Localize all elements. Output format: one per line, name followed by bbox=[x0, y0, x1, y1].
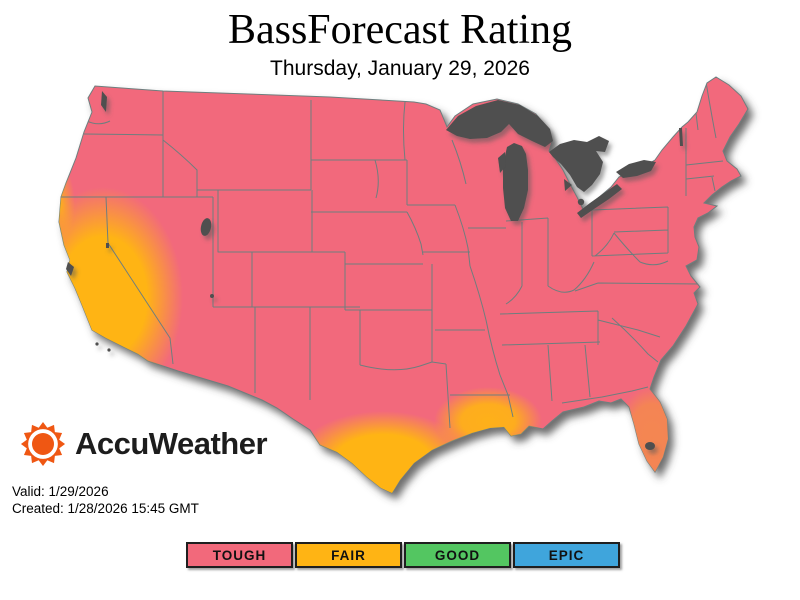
accuweather-logo-text: AccuWeather bbox=[75, 426, 268, 461]
lake-st-clair bbox=[577, 198, 585, 206]
lake-huron bbox=[549, 136, 609, 192]
great-salt-lake bbox=[200, 218, 212, 236]
legend-item-epic: EPIC bbox=[513, 542, 620, 568]
lake-erie bbox=[577, 184, 622, 218]
legend-label-fair: FAIR bbox=[331, 547, 366, 563]
lake-okeechobee bbox=[645, 442, 655, 450]
great-lakes-and-water bbox=[66, 91, 683, 450]
saginaw-bay bbox=[564, 179, 572, 191]
lake-tahoe bbox=[106, 243, 109, 248]
legend-label-tough: TOUGH bbox=[212, 547, 267, 563]
valid-date-label: Valid: 1/29/2026 bbox=[12, 484, 109, 499]
san-francisco-bay bbox=[66, 262, 74, 276]
page-subtitle: Thursday, January 29, 2026 bbox=[270, 57, 530, 80]
utah-lake bbox=[210, 294, 214, 298]
rating-legend: TOUGH FAIR GOOD EPIC bbox=[186, 542, 620, 568]
channel-island bbox=[95, 342, 99, 346]
state-borders bbox=[61, 81, 724, 429]
puget-sound bbox=[101, 91, 107, 112]
fair-zone-california bbox=[59, 187, 183, 407]
lake-ontario bbox=[616, 160, 656, 178]
legend-label-good: GOOD bbox=[434, 547, 481, 563]
lake-michigan bbox=[503, 143, 528, 221]
legend-item-good: GOOD bbox=[404, 542, 511, 568]
fair-zone-louisiana bbox=[434, 387, 542, 455]
accuweather-sun-icon bbox=[20, 421, 66, 467]
page-title: BassForecast Rating bbox=[227, 7, 573, 53]
legend-item-fair: FAIR bbox=[295, 542, 402, 568]
lake-superior bbox=[446, 100, 553, 147]
created-date-label: Created: 1/28/2026 15:45 GMT bbox=[12, 501, 199, 516]
green-bay bbox=[498, 152, 506, 173]
legend-item-tough: TOUGH bbox=[186, 542, 293, 568]
channel-island bbox=[107, 348, 111, 352]
lake-champlain bbox=[679, 128, 683, 146]
fair-zone-florida bbox=[616, 386, 688, 490]
timestamp-block: Valid: 1/29/2026 Created: 1/28/2026 15:4… bbox=[12, 483, 199, 517]
fair-zone-oregon-coast bbox=[59, 167, 75, 243]
accuweather-logo: AccuWeather bbox=[20, 421, 268, 467]
legend-label-epic: EPIC bbox=[548, 547, 585, 563]
